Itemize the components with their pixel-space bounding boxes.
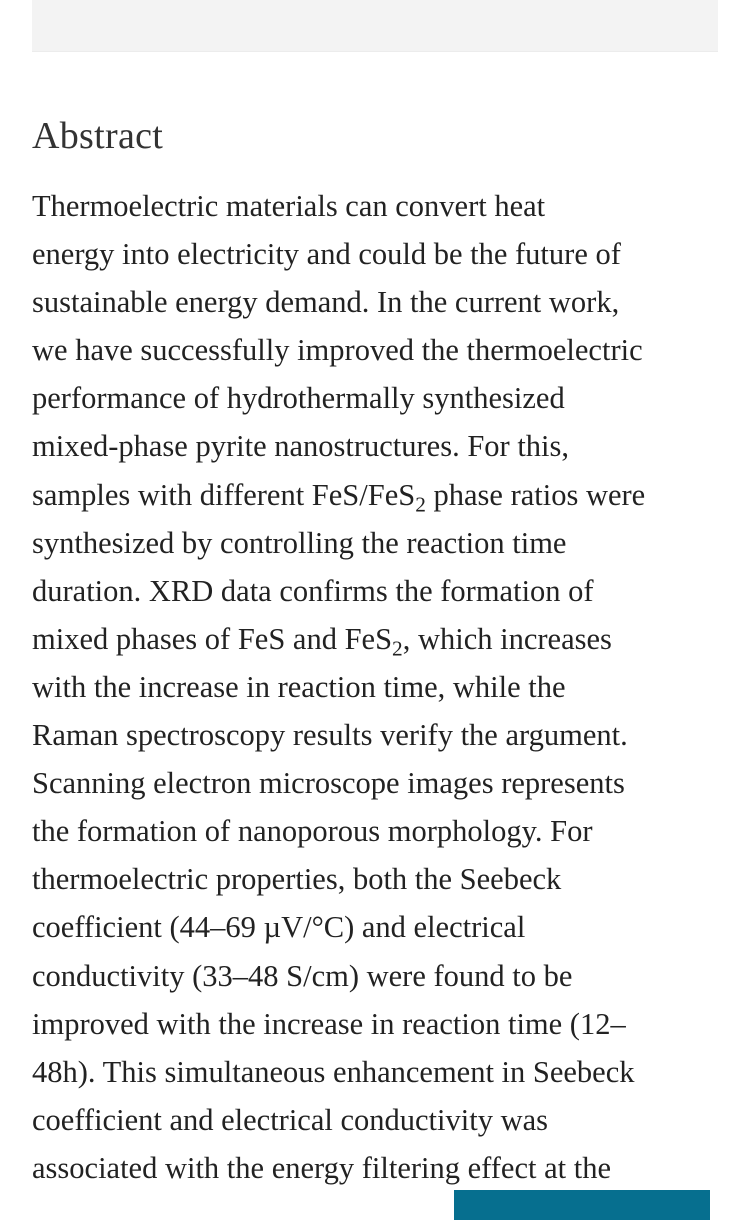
abstract-line: Scanning electron microscope images repr… bbox=[32, 759, 732, 807]
text-segment: coefficient and electrical conductivity … bbox=[32, 1102, 549, 1137]
text-segment: conductivity (33–48 S/cm) were found to … bbox=[32, 958, 573, 993]
abstract-text: Thermoelectric materials can convert hea… bbox=[32, 182, 732, 1192]
text-segment: synthesized by controlling the reaction … bbox=[32, 525, 567, 560]
text-segment: performance of hydrothermally synthesize… bbox=[32, 381, 565, 416]
abstract-line: samples with different FeS/FeS2 phase ra… bbox=[32, 471, 732, 519]
text-segment: , which increases bbox=[402, 621, 612, 656]
subscript: 2 bbox=[392, 636, 403, 661]
text-segment: duration. XRD data confirms the formatio… bbox=[32, 573, 594, 608]
floating-action-button[interactable] bbox=[454, 1190, 710, 1220]
text-segment: mixed-phase pyrite nanostructures. For t… bbox=[32, 429, 570, 464]
abstract-line: coefficient and electrical conductivity … bbox=[32, 1096, 732, 1144]
text-segment: samples with different FeS/FeS bbox=[32, 477, 416, 512]
abstract-line: we have successfully improved the thermo… bbox=[32, 326, 732, 374]
abstract-line: conductivity (33–48 S/cm) were found to … bbox=[32, 952, 732, 1000]
abstract-heading: Abstract bbox=[32, 115, 164, 157]
abstract-line: 48h). This simultaneous enhancement in S… bbox=[32, 1048, 732, 1096]
text-segment: Scanning electron microscope images repr… bbox=[32, 766, 625, 801]
abstract-line: mixed phases of FeS and FeS2, which incr… bbox=[32, 615, 732, 663]
abstract-line: Thermoelectric materials can convert hea… bbox=[32, 182, 732, 230]
abstract-line: coefficient (44–69 µV/°C) and electrical bbox=[32, 903, 732, 951]
abstract-line: synthesized by controlling the reaction … bbox=[32, 519, 732, 567]
text-segment: Thermoelectric materials can convert hea… bbox=[32, 189, 546, 223]
abstract-line: with the increase in reaction time, whil… bbox=[32, 663, 732, 711]
text-segment: mixed phases of FeS and FeS bbox=[32, 621, 393, 656]
text-segment: Raman spectroscopy results verify the ar… bbox=[32, 718, 628, 753]
abstract-line: mixed-phase pyrite nanostructures. For t… bbox=[32, 422, 732, 470]
text-segment: phase ratios were bbox=[425, 477, 646, 512]
text-segment: sustainable energy demand. In the curren… bbox=[32, 285, 620, 320]
abstract-line: the formation of nanoporous morphology. … bbox=[32, 807, 732, 855]
text-segment: coefficient (44–69 µV/°C) and electrical bbox=[32, 910, 526, 945]
text-segment: associated with the energy filtering eff… bbox=[32, 1150, 611, 1185]
text-segment: the formation of nanoporous morphology. … bbox=[32, 814, 593, 849]
text-segment: energy into electricity and could be the… bbox=[32, 237, 621, 272]
top-panel bbox=[32, 0, 718, 52]
abstract-line: thermoelectric properties, both the Seeb… bbox=[32, 855, 732, 903]
text-segment: 48h). This simultaneous enhancement in S… bbox=[32, 1054, 635, 1089]
abstract-line: duration. XRD data confirms the formatio… bbox=[32, 567, 732, 615]
abstract-line: improved with the increase in reaction t… bbox=[32, 1000, 732, 1048]
text-segment: we have successfully improved the thermo… bbox=[32, 333, 643, 368]
text-segment: with the increase in reaction time, whil… bbox=[32, 669, 566, 704]
abstract-line: associated with the energy filtering eff… bbox=[32, 1144, 732, 1192]
subscript: 2 bbox=[415, 491, 426, 516]
abstract-line: performance of hydrothermally synthesize… bbox=[32, 374, 732, 422]
abstract-line: energy into electricity and could be the… bbox=[32, 230, 732, 278]
abstract-line: Raman spectroscopy results verify the ar… bbox=[32, 711, 732, 759]
abstract-line: sustainable energy demand. In the curren… bbox=[32, 278, 732, 326]
text-segment: improved with the increase in reaction t… bbox=[32, 1006, 626, 1041]
text-segment: thermoelectric properties, both the Seeb… bbox=[32, 862, 562, 897]
